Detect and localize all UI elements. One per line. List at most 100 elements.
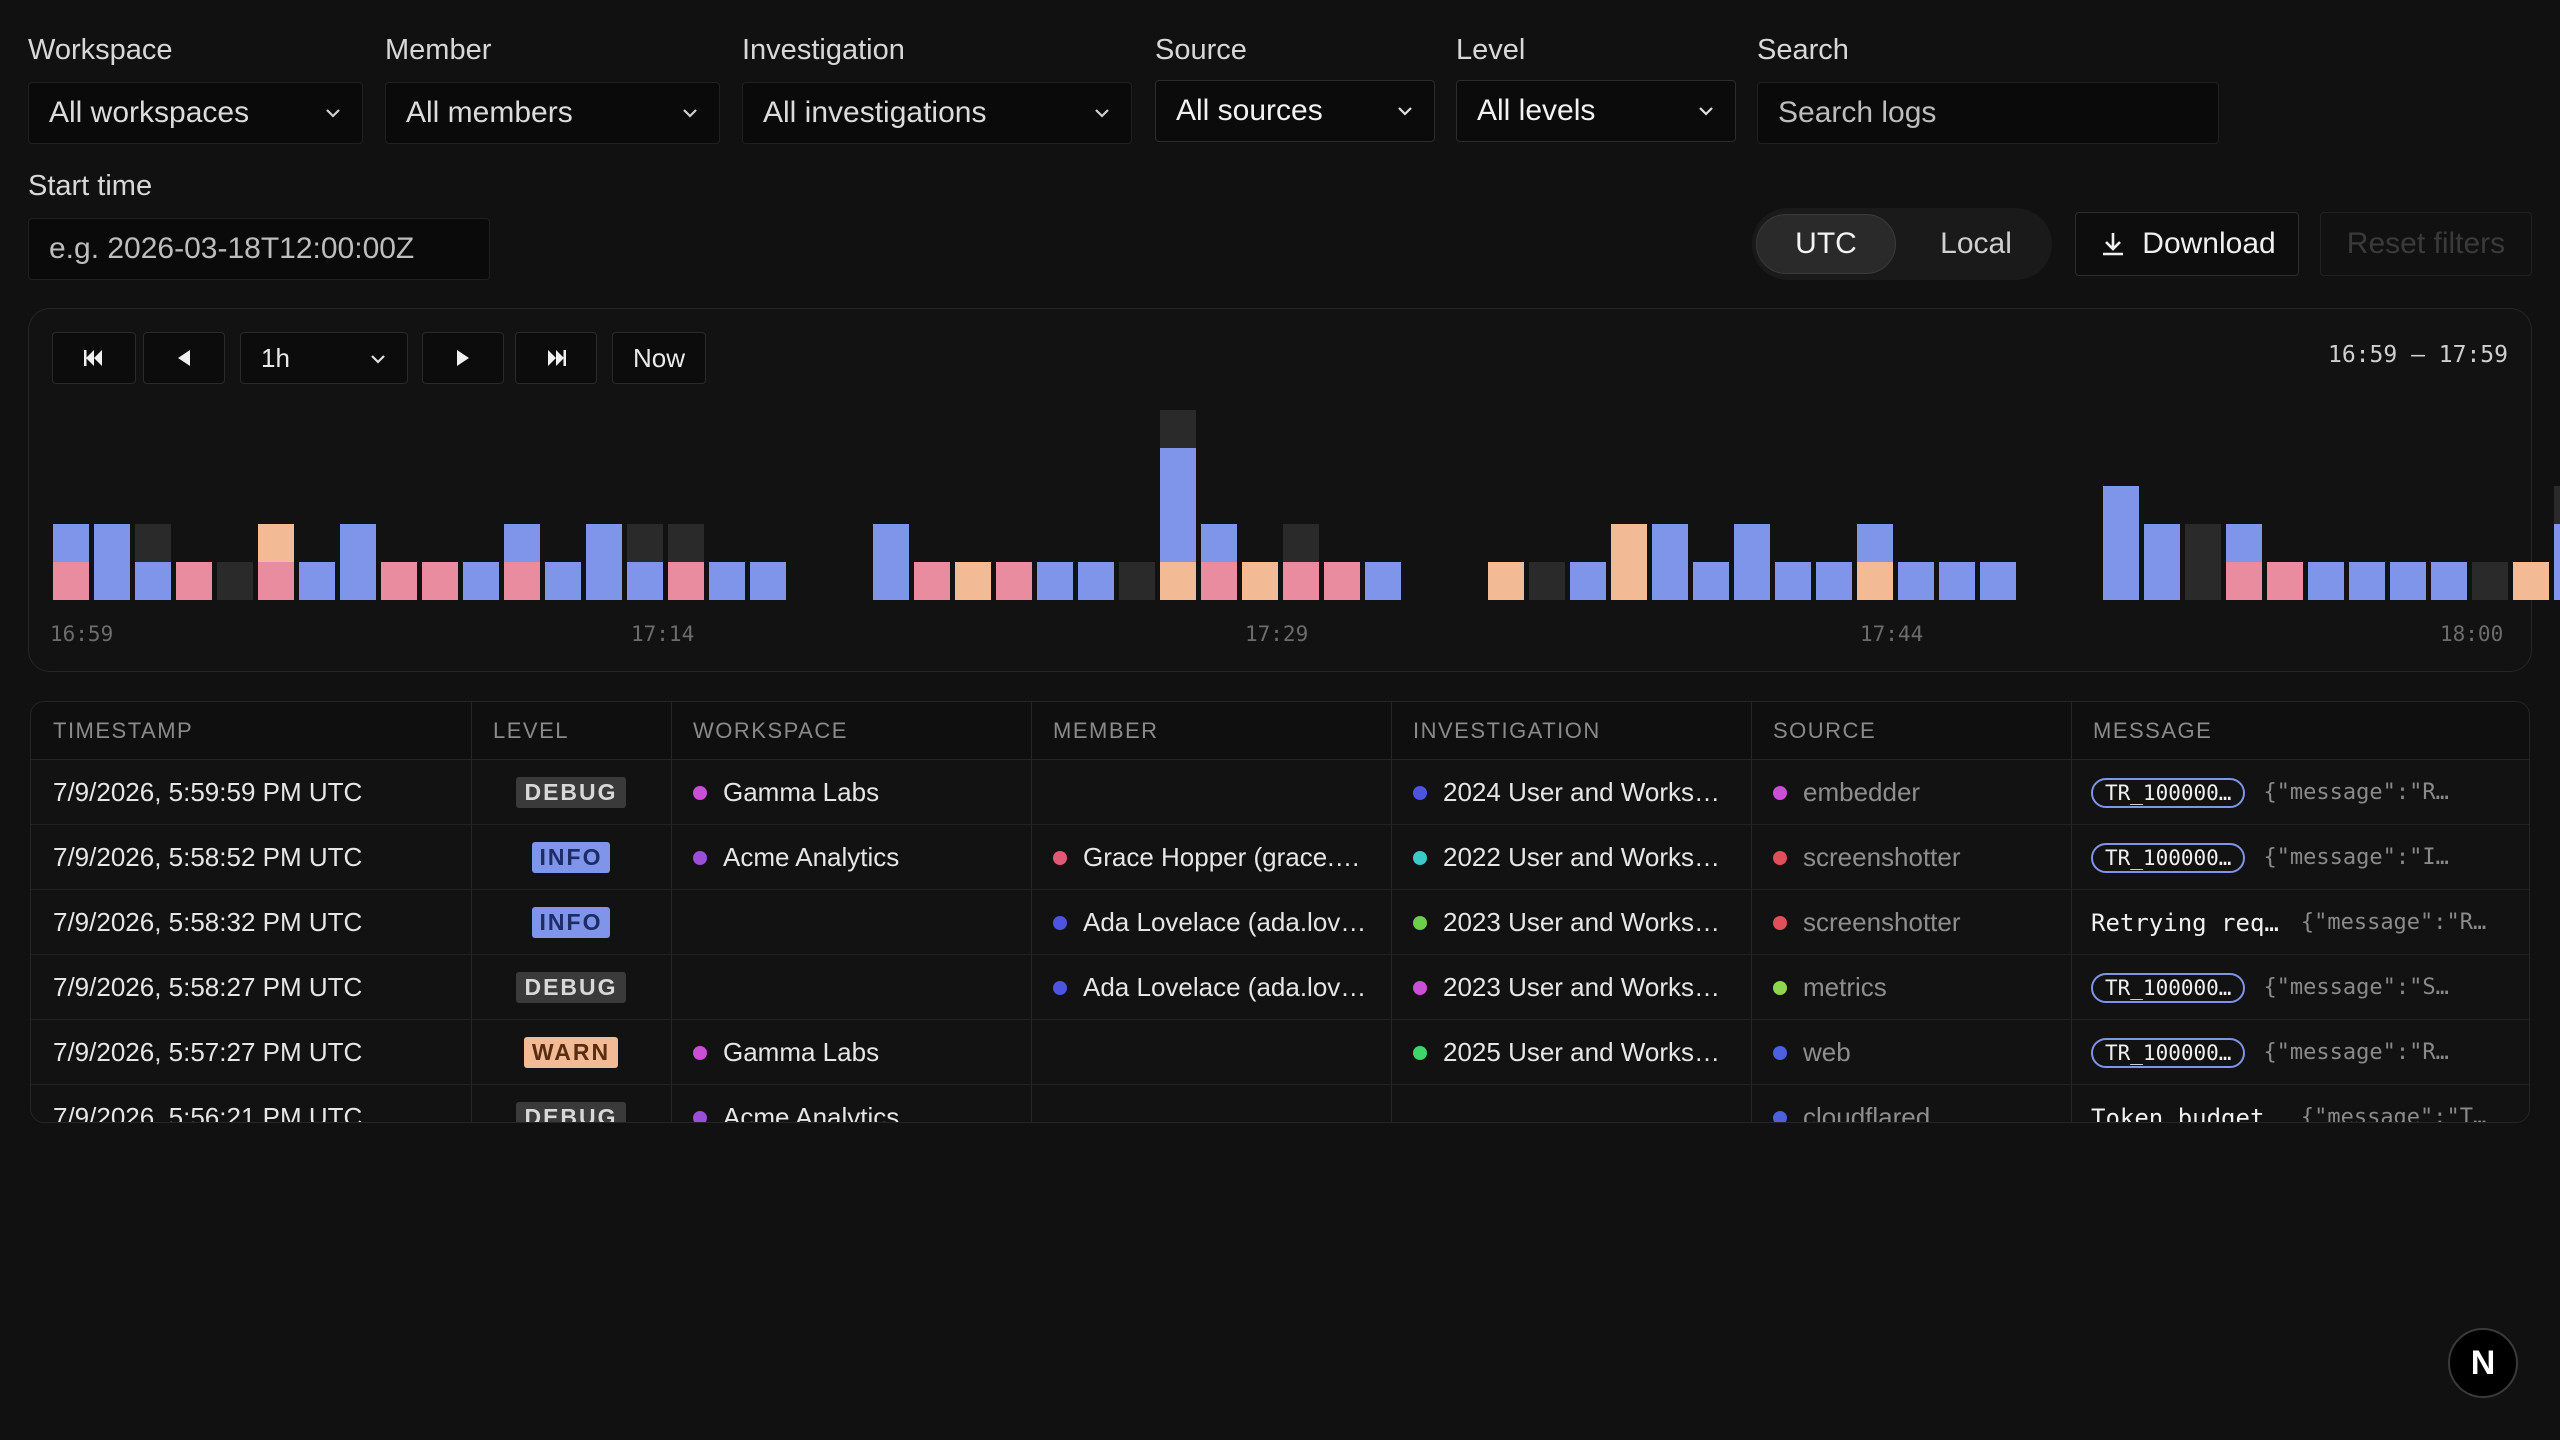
column-header-workspace[interactable]: WORKSPACE bbox=[693, 718, 848, 743]
window-size-value: 1h bbox=[261, 342, 290, 373]
cell-investigation: 2023 User and Works… bbox=[1391, 955, 1751, 1020]
cell-timestamp: 7/9/2026, 5:59:59 PM UTC bbox=[31, 760, 471, 825]
fast-forward-icon bbox=[548, 350, 566, 366]
column-header-investigation[interactable]: INVESTIGATION bbox=[1413, 718, 1601, 743]
investigation-text: 2025 User and Works… bbox=[1443, 1037, 1720, 1067]
column-header-member[interactable]: MEMBER bbox=[1053, 718, 1159, 743]
investigation-color-dot bbox=[1413, 915, 1427, 930]
chevron-down-icon bbox=[371, 355, 385, 364]
column-header-level[interactable]: LEVEL bbox=[493, 718, 569, 743]
reset-filters-button[interactable]: Reset filters bbox=[2320, 212, 2532, 276]
search-placeholder: Search logs bbox=[1778, 96, 1937, 129]
cell-message: TR_100000… {"message":"I… bbox=[2071, 825, 2529, 890]
cell-member: Ada Lovelace (ada.lov… bbox=[1031, 955, 1391, 1020]
table-row[interactable]: 7/9/2026, 5:57:27 PM UTC WARN Gamma Labs 20… bbox=[31, 1020, 2529, 1085]
trace-id-chip[interactable]: TR_100000… bbox=[2091, 777, 2246, 808]
trace-id-chip[interactable]: TR_100000… bbox=[2091, 1037, 2246, 1068]
level-select[interactable]: All levels bbox=[1456, 80, 1736, 142]
trace-id-chip[interactable]: TR_100000… bbox=[2091, 842, 2246, 873]
investigation-text: 2022 User and Works… bbox=[1443, 842, 1720, 872]
workspace-text: Gamma Labs bbox=[723, 777, 880, 807]
column-header-timestamp[interactable]: TIMESTAMP bbox=[53, 718, 194, 743]
cell-message: Token budget… {"message":"T… bbox=[2071, 1085, 2529, 1123]
chevron-down-icon bbox=[326, 109, 340, 118]
source-text: metrics bbox=[1803, 972, 1887, 1002]
step-back-button[interactable] bbox=[143, 332, 225, 384]
member-select-value: All members bbox=[406, 96, 573, 129]
message-json: {"message":"T… bbox=[2300, 1105, 2487, 1123]
table-row[interactable]: 7/9/2026, 5:56:21 PM UTC DEBUG Acme Analyt… bbox=[31, 1085, 2529, 1123]
timezone-utc-option[interactable]: UTC bbox=[1756, 214, 1896, 274]
message-json: {"message":"R… bbox=[2263, 1040, 2449, 1065]
cell-message: TR_100000… {"message":"R… bbox=[2071, 1020, 2529, 1085]
cell-investigation: 2024 User and Works… bbox=[1391, 760, 1751, 825]
step-forward-button[interactable] bbox=[422, 332, 504, 384]
timestamp-text: 7/9/2026, 5:58:52 PM UTC bbox=[53, 842, 363, 872]
logs-table: TIMESTAMP LEVEL WORKSPACE MEMBER INVESTI… bbox=[30, 701, 2530, 1123]
jump-forward-button[interactable] bbox=[515, 332, 597, 384]
timezone-local-option[interactable]: Local bbox=[1940, 227, 2012, 260]
rewind-icon bbox=[84, 350, 102, 366]
timestamp-text: 7/9/2026, 5:56:21 PM UTC bbox=[53, 1102, 363, 1123]
message-text: Retrying req… bbox=[2091, 908, 2279, 937]
member-text: Grace Hopper (grace.… bbox=[1083, 842, 1361, 872]
timeline-range-label: 16:59 – 17:59 bbox=[2327, 342, 2508, 368]
member-text: Ada Lovelace (ada.lov… bbox=[1083, 907, 1367, 937]
table-row[interactable]: 7/9/2026, 5:58:32 PM UTC INFO Ada Lovelace… bbox=[31, 890, 2529, 955]
cell-source: cloudflared bbox=[1751, 1085, 2071, 1122]
cell-source: web bbox=[1751, 1020, 2071, 1085]
investigation-color-dot bbox=[1413, 850, 1427, 865]
level-badge: DEBUG bbox=[516, 1102, 626, 1122]
table-row[interactable]: 7/9/2026, 5:59:59 PM UTC DEBUG Gamma Labs 2… bbox=[31, 760, 2529, 825]
investigation-color-dot bbox=[1413, 1045, 1427, 1060]
histogram-bar-info[interactable] bbox=[2554, 524, 2560, 600]
member-color-dot bbox=[1053, 915, 1067, 930]
cell-timestamp: 7/9/2026, 5:58:27 PM UTC bbox=[31, 955, 471, 1020]
trace-id-chip[interactable]: TR_100000… bbox=[2091, 972, 2246, 1003]
timeline-tick-label: 17:29 bbox=[1245, 622, 1309, 646]
cell-message: TR_100000… {"message":"R… bbox=[2071, 760, 2529, 825]
source-select[interactable]: All sources bbox=[1155, 80, 1435, 142]
cell-source: screenshotter bbox=[1751, 825, 2071, 890]
workspace-color-dot bbox=[693, 850, 707, 865]
investigation-filter-label: Investigation bbox=[742, 34, 905, 66]
member-color-dot bbox=[1053, 980, 1067, 995]
download-button[interactable]: Download bbox=[2075, 212, 2299, 276]
cell-timestamp: 7/9/2026, 5:56:21 PM UTC bbox=[31, 1085, 471, 1123]
chevron-down-icon bbox=[1699, 107, 1713, 116]
column-header-source[interactable]: SOURCE bbox=[1773, 718, 1877, 743]
play-icon bbox=[457, 350, 469, 366]
start-time-input[interactable]: e.g. 2026-03-18T12:00:00Z bbox=[28, 218, 490, 280]
cell-workspace bbox=[671, 890, 1031, 955]
timestamp-text: 7/9/2026, 5:57:27 PM UTC bbox=[53, 1037, 363, 1067]
investigation-select[interactable]: All investigations bbox=[742, 82, 1132, 144]
cell-investigation: 2023 User and Works… bbox=[1391, 890, 1751, 955]
workspace-select[interactable]: All workspaces bbox=[28, 82, 363, 144]
source-text: screenshotter bbox=[1803, 842, 1961, 872]
chevron-down-icon bbox=[1398, 107, 1412, 116]
cell-level: INFO bbox=[471, 890, 671, 955]
table-row[interactable]: 7/9/2026, 5:58:27 PM UTC DEBUG Ada Lovelac… bbox=[31, 955, 2529, 1020]
cell-level: WARN bbox=[471, 1020, 671, 1085]
column-header-message[interactable]: MESSAGE bbox=[2093, 718, 2213, 743]
now-button[interactable]: Now bbox=[612, 332, 706, 384]
source-text: screenshotter bbox=[1803, 907, 1961, 937]
cell-investigation: 2022 User and Works… bbox=[1391, 825, 1751, 890]
timeline-tick-label: 16:59 bbox=[50, 622, 114, 646]
cell-member bbox=[1031, 1020, 1391, 1085]
workspace-text: Gamma Labs bbox=[723, 1037, 880, 1067]
search-input[interactable]: Search logs bbox=[1757, 82, 2219, 144]
window-size-select[interactable]: 1h bbox=[240, 332, 408, 384]
app-logo-badge[interactable]: N bbox=[2448, 1328, 2518, 1398]
member-select[interactable]: All members bbox=[385, 82, 720, 144]
histogram-bar-debug[interactable] bbox=[2554, 486, 2560, 524]
cell-level: DEBUG bbox=[471, 760, 671, 825]
timestamp-text: 7/9/2026, 5:58:27 PM UTC bbox=[53, 972, 363, 1002]
cell-workspace: Gamma Labs bbox=[671, 1020, 1031, 1085]
source-filter-label: Source bbox=[1155, 34, 1247, 66]
cell-level: INFO bbox=[471, 825, 671, 890]
investigation-select-value: All investigations bbox=[763, 96, 987, 129]
jump-back-button[interactable] bbox=[52, 332, 136, 384]
table-row[interactable]: 7/9/2026, 5:58:52 PM UTC INFO Acme Analyti… bbox=[31, 825, 2529, 890]
investigation-color-dot bbox=[1413, 785, 1427, 800]
